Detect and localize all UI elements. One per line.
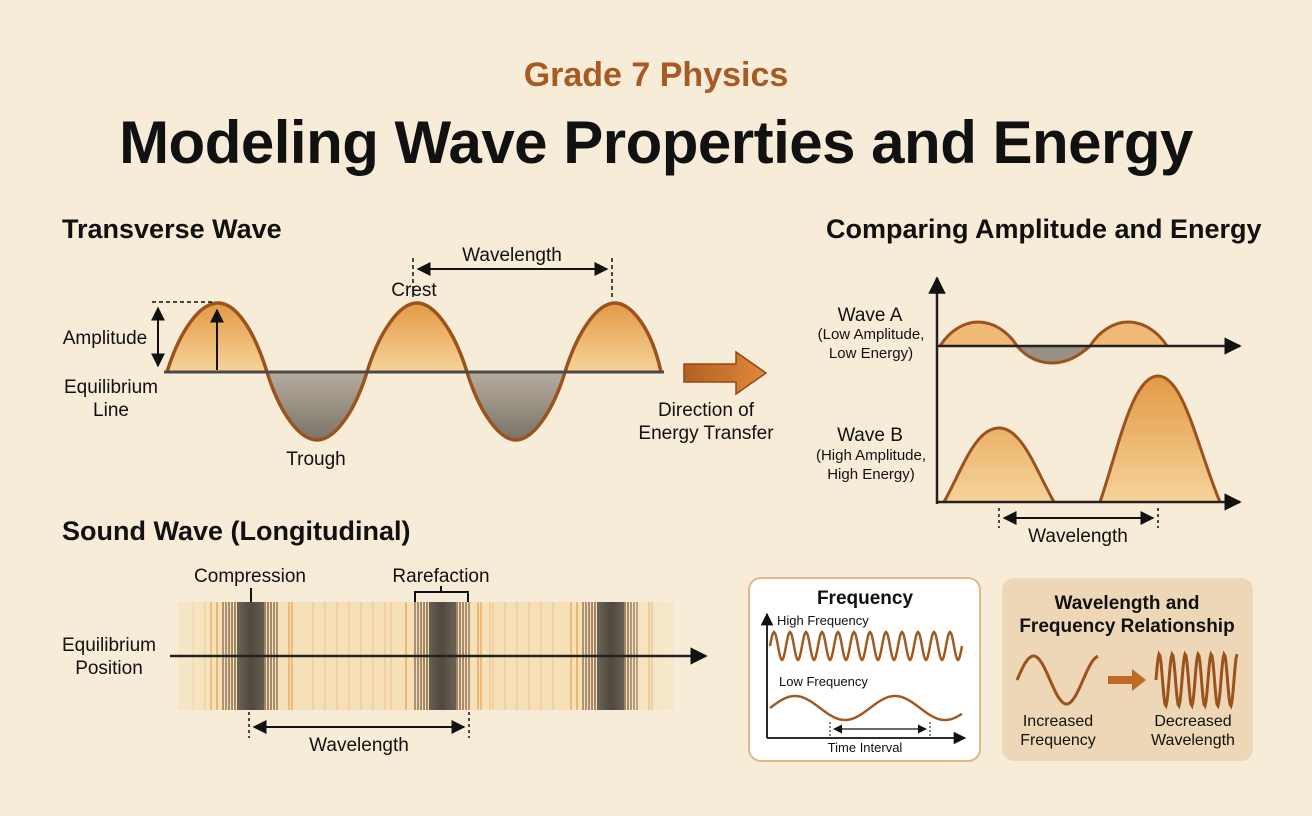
equilibrium-line-label: Equilibrium [64, 377, 158, 398]
increased-frequency-label-2: Frequency [1020, 732, 1096, 749]
wave-b-fill [944, 376, 1220, 502]
amplitude-label: Amplitude [63, 328, 148, 349]
direction-label-2: Energy Transfer [638, 423, 774, 444]
frequency-panel-box [748, 577, 981, 762]
relationship-title: Wavelength and [1055, 593, 1200, 614]
transverse-wave-curve [165, 301, 663, 442]
transverse-trough-fill [267, 372, 565, 440]
comparison-section-title: Comparing Amplitude and Energy [826, 214, 1262, 244]
sound-wave-diagram: Compression Rarefaction Equilibrium Posi… [62, 566, 708, 756]
time-interval-label: Time Interval [828, 740, 903, 755]
subtitle: Grade 7 Physics [523, 56, 789, 94]
wave-b-description: (High Amplitude, [816, 447, 926, 464]
sound-equilibrium-label: Equilibrium [62, 635, 156, 656]
decreased-wavelength-label-2: Wavelength [1151, 732, 1235, 749]
equilibrium-line-label-2: Line [93, 400, 129, 421]
wave-b-curve [942, 374, 1222, 503]
rarefaction-label: Rarefaction [392, 566, 489, 587]
direction-arrow [683, 350, 768, 396]
page-title: Modeling Wave Properties and Energy [119, 109, 1193, 176]
wave-a-name: Wave A [838, 305, 903, 326]
short-wavelength-wave [1154, 650, 1239, 710]
transverse-wave-diagram: Wavelength Crest Amplitude Equilibrium L… [63, 245, 775, 470]
increased-frequency-label: Increased [1023, 713, 1093, 730]
comparison-wavelength-label: Wavelength [1028, 526, 1128, 547]
compression-label: Compression [194, 566, 306, 587]
frequency-panel: Frequency High Frequency Low Frequency T… [748, 577, 981, 762]
wave-a-description-2: Low Energy) [829, 345, 913, 362]
wave-a-curve [938, 320, 1169, 365]
wave-b-description-2: High Energy) [827, 466, 915, 483]
wavelength-label: Wavelength [462, 245, 562, 266]
crest-label: Crest [391, 280, 437, 301]
wave-a-description: (Low Amplitude, [818, 326, 925, 343]
sound-wavelength-label: Wavelength [309, 735, 409, 756]
low-frequency-label: Low Frequency [779, 674, 868, 689]
low-frequency-wave [769, 694, 963, 722]
wave-b-name: Wave B [837, 425, 903, 446]
relationship-panel: Wavelength and Frequency Relationship In… [1002, 578, 1253, 761]
transverse-crest-fill [167, 303, 661, 372]
trough-label: Trough [286, 449, 346, 470]
relationship-panel-box [1002, 578, 1253, 761]
rarefaction-bracket [414, 586, 469, 602]
wave-a-crest-fill [940, 322, 1167, 346]
relationship-arrow [1108, 669, 1146, 691]
long-wavelength-wave [1015, 654, 1099, 706]
decreased-wavelength-label: Decreased [1154, 713, 1231, 730]
high-frequency-wave [768, 630, 964, 662]
high-frequency-label: High Frequency [777, 613, 869, 628]
relationship-title-2: Frequency Relationship [1019, 616, 1234, 637]
frequency-title: Frequency [817, 588, 914, 609]
direction-label: Direction of [658, 400, 755, 421]
sound-equilibrium-label-2: Position [75, 658, 143, 679]
amplitude-energy-chart: Wavelength Wave A (Low Amplitude, Low En… [816, 276, 1242, 547]
transverse-section-title: Transverse Wave [62, 214, 282, 244]
sound-section-title: Sound Wave (Longitudinal) [62, 516, 411, 546]
